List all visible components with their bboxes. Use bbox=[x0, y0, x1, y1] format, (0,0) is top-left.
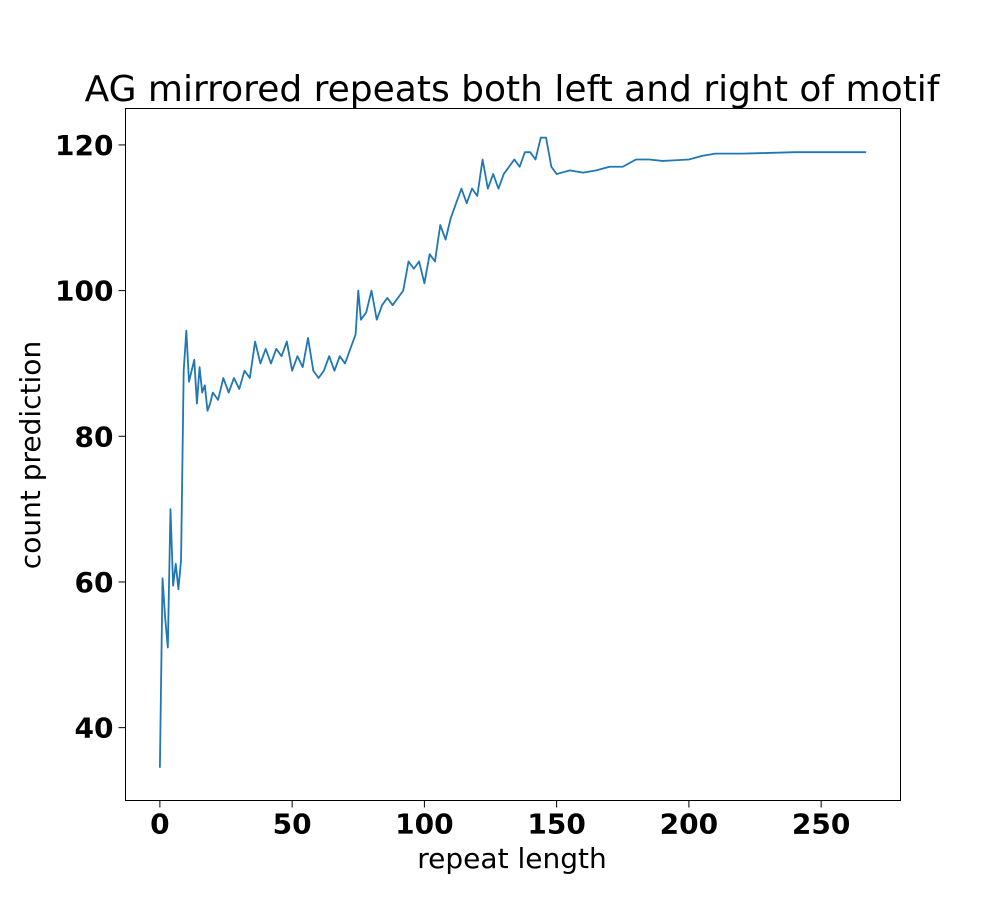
x-tick-label: 200 bbox=[660, 808, 718, 841]
x-tick-label: 150 bbox=[527, 808, 585, 841]
y-axis-label: count prediction bbox=[14, 341, 47, 569]
chart-title: AG mirrored repeats both left and right … bbox=[85, 69, 941, 110]
x-axis-label: repeat length bbox=[417, 842, 606, 875]
y-tick-label: 40 bbox=[75, 712, 114, 745]
x-tick-label: 100 bbox=[395, 808, 453, 841]
x-tick-label: 250 bbox=[792, 808, 850, 841]
y-tick-label: 100 bbox=[55, 275, 113, 308]
x-tick-label: 50 bbox=[273, 808, 312, 841]
series-line bbox=[158, 136, 867, 768]
y-tick-label: 80 bbox=[75, 420, 114, 453]
y-tick-label: 120 bbox=[55, 129, 113, 162]
x-axis: 0 50 100 150 200 250 bbox=[150, 800, 850, 841]
y-tick-label: 60 bbox=[75, 566, 114, 599]
x-tick-label: 0 bbox=[150, 808, 169, 841]
y-axis: 40 60 80 100 120 bbox=[55, 129, 126, 745]
plot-frame bbox=[125, 108, 901, 801]
